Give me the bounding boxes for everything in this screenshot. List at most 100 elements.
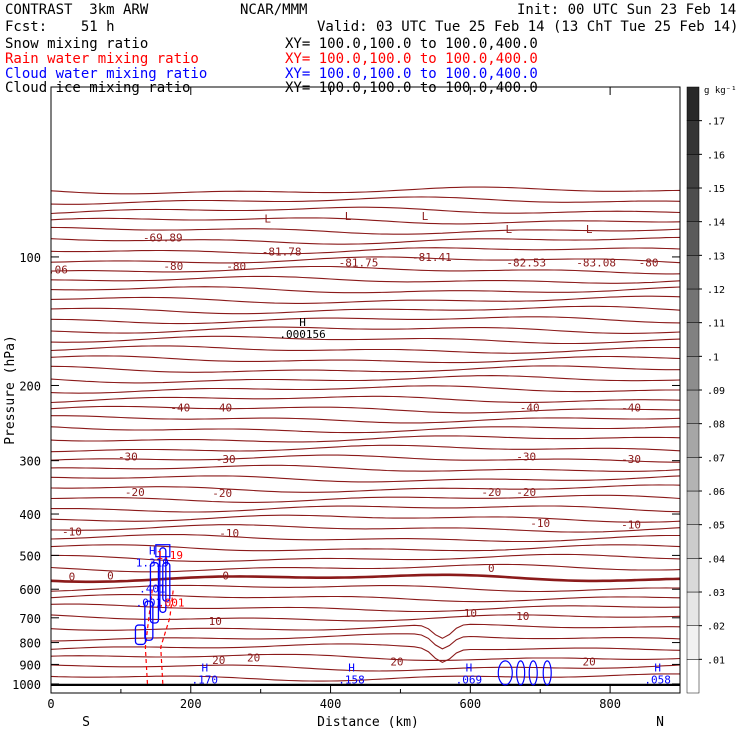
y-tick-label: 500 (19, 549, 41, 563)
colorbar-segment (686, 423, 700, 458)
isotherm-line (50, 196, 681, 205)
colorbar-segment (686, 322, 700, 357)
cloud-water-cell (516, 660, 526, 686)
y-tick-label: 400 (19, 508, 41, 522)
isotherm-label: -30 (621, 453, 641, 466)
isotherm-line (50, 375, 681, 384)
extremum-value: .158 (338, 673, 365, 686)
cloud-water-contour (144, 600, 154, 641)
forecast-label: Fcst: 51 h (5, 19, 115, 35)
isotherm-label: -80 (226, 260, 246, 273)
isotherm-line (50, 603, 680, 613)
colorbar-tick-label: .03 (707, 588, 725, 599)
isotherm-label: -81.75 (339, 256, 379, 269)
colorbar-tick-label: .16 (707, 150, 725, 161)
isotherm-line (50, 614, 681, 622)
isotherm-label: -20 (516, 486, 536, 499)
y-tick-label: 200 (19, 379, 41, 393)
isotherm-line (50, 206, 681, 215)
isotherm-line (50, 265, 681, 275)
extremum-marker: H (201, 661, 208, 674)
init-label: Init: 00 UTC Sun 23 Feb 14 (517, 2, 737, 18)
isotherm-line (50, 247, 681, 255)
x-tick-label: 0 (47, 697, 54, 711)
isotherm-label: 0 (222, 569, 229, 582)
colorbar-tick-label: .06 (707, 487, 725, 498)
isotherm-line (50, 594, 681, 603)
extremum-value: 1.319 (136, 556, 169, 569)
isotherm-line (50, 345, 681, 354)
isotherm-line (50, 444, 681, 453)
isotherm-line (50, 643, 681, 664)
isotherm-line (50, 563, 681, 573)
isotherm-label: 10 (209, 615, 222, 628)
x-tick-label: 800 (599, 697, 621, 711)
cloud-water-contour (134, 624, 147, 646)
extremum-value: .000156 (279, 328, 325, 341)
isotherm-line (51, 415, 681, 424)
colorbar-segment (686, 591, 700, 626)
cloud-water-cell (542, 660, 552, 686)
colorbar-unit: g kg⁻¹ (704, 86, 737, 96)
field-xy-snow: XY= 100.0,100.0 to 100.0,400.0 (285, 36, 538, 52)
isotherm-line (50, 653, 681, 661)
colorbar-tick-label: .07 (707, 453, 725, 464)
isotherm-label: -40 (212, 401, 232, 414)
x-end-label-right: N (656, 715, 664, 730)
isotherm-line (50, 426, 681, 434)
isotherm-label: -10 (219, 527, 239, 540)
extremum-marker: L (586, 223, 593, 236)
field-name-snow: Snow mixing ratio (5, 36, 149, 52)
isotherm-label: -40 (170, 401, 190, 414)
isotherm-line (50, 236, 681, 245)
isotherm-line (50, 256, 681, 264)
colorbar-segment (686, 389, 700, 424)
y-axis-title: Pressure (hPa) (3, 335, 18, 445)
x-tick-label: 200 (180, 697, 202, 711)
isotherm-label: 20 (212, 654, 225, 667)
colorbar-segment (686, 625, 700, 660)
isotherm-line (50, 405, 680, 414)
field-xy-cloud-ice: XY= 100.0,100.0 to 100.0,400.0 (285, 80, 538, 96)
isotherm-label: 20 (247, 652, 260, 665)
isotherm-line (50, 524, 681, 533)
isotherm-label: -40 (520, 401, 540, 414)
isotherm-label: 20 (583, 655, 596, 668)
isotherm-line (50, 295, 681, 304)
colorbar-segment (686, 356, 700, 391)
extremum-value: .069 (456, 673, 483, 686)
colorbar: .01 .02 .03 .04 .05 .06 .07 .08 .09 .1 .11 .12 .13 .1… (686, 86, 725, 694)
colorbar-tick-label: .08 (707, 420, 725, 431)
colorbar-segment (686, 558, 700, 593)
isotherm-line (50, 365, 680, 373)
isotherm-line (50, 355, 681, 364)
isotherm-label: -10 (62, 526, 82, 539)
isotherm-line (50, 623, 681, 639)
isotherm-label: 10 (464, 607, 477, 620)
center-label: NCAR/MMM (240, 2, 308, 18)
cloud-water-cell (497, 660, 513, 686)
y-tick-label: 800 (19, 637, 41, 651)
isotherm-label: -30 (516, 450, 536, 463)
isotherm-label: .06 (48, 263, 68, 276)
isotherm-label: -80 (639, 256, 659, 269)
x-axis-title: Distance (km) (317, 715, 419, 730)
isotherm-line (51, 505, 681, 513)
isotherm-label: -20 (212, 487, 232, 500)
isotherm-line (50, 226, 681, 235)
isotherm-label: -30 (118, 450, 138, 463)
colorbar-segment (686, 255, 700, 290)
isotherm-line (50, 584, 680, 593)
isotherm-line (50, 435, 681, 443)
isotherm-label: -83.08 (576, 256, 616, 269)
isotherm-line (50, 326, 681, 334)
isotherm-label: -81.78 (262, 245, 302, 258)
isotherm-label: -82.53 (506, 256, 546, 269)
colorbar-tick-label: .04 (707, 554, 725, 565)
isotherm-line (50, 305, 681, 315)
colorbar-segment (686, 457, 700, 492)
colorbar-segment (686, 154, 700, 189)
colorbar-segment (686, 187, 700, 222)
model-label: CONTRAST 3km ARW (5, 2, 149, 18)
